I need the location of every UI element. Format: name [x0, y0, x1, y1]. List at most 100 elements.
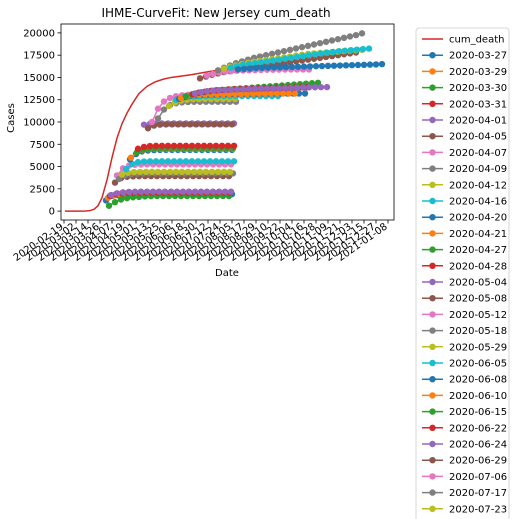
- data-point: [230, 142, 238, 149]
- data-point: [227, 64, 235, 71]
- series-2020-04-12: [118, 168, 234, 178]
- y-tick-label: 7500: [30, 140, 55, 151]
- data-point: [230, 158, 238, 165]
- legend-swatch-marker: [429, 84, 436, 91]
- data-point: [220, 65, 228, 72]
- data-point: [256, 53, 264, 60]
- data-point: [184, 168, 192, 175]
- legend-label: 2020-04-12: [449, 180, 507, 191]
- data-point: [160, 106, 168, 113]
- y-tick-label: 20000: [23, 28, 55, 39]
- data-point: [280, 47, 288, 55]
- legend-label: 2020-06-05: [449, 359, 507, 370]
- legend-entry: 2020-05-08: [422, 294, 507, 305]
- data-point: [360, 61, 368, 68]
- data-point: [365, 45, 373, 52]
- data-point: [167, 188, 175, 195]
- legend-entry: 2020-05-18: [422, 326, 507, 337]
- legend-label: 2020-03-27: [449, 51, 507, 62]
- data-point: [210, 121, 218, 128]
- data-point: [264, 64, 272, 71]
- data-point: [215, 188, 223, 195]
- data-point: [372, 61, 380, 68]
- data-point: [125, 188, 133, 196]
- legend-label: 2020-04-07: [449, 148, 507, 159]
- data-point: [334, 35, 342, 43]
- data-point: [107, 191, 115, 199]
- legend-entry: 2020-05-29: [422, 342, 507, 353]
- data-point: [165, 102, 173, 110]
- data-point: [172, 168, 180, 175]
- data-point: [158, 142, 166, 149]
- legend-label: 2020-05-12: [449, 310, 507, 321]
- data-point: [287, 84, 295, 92]
- y-tick-label: 17500: [23, 51, 55, 62]
- data-point: [197, 188, 205, 195]
- data-point: [227, 188, 235, 195]
- data-point: [191, 90, 199, 97]
- data-point: [188, 158, 196, 165]
- legend-entry: cum_death: [422, 35, 504, 46]
- data-point: [152, 158, 160, 165]
- data-point: [317, 83, 325, 91]
- legend-swatch-marker: [429, 100, 436, 108]
- legend-label: 2020-07-23: [449, 504, 507, 515]
- series-2020-06-24: [191, 83, 331, 97]
- data-point: [347, 46, 355, 54]
- legend-entry: 2020-06-29: [422, 456, 507, 467]
- data-point: [209, 188, 217, 195]
- data-point: [148, 168, 156, 175]
- data-point: [305, 84, 313, 91]
- data-point: [117, 196, 125, 203]
- data-point: [203, 88, 211, 95]
- data-point: [352, 31, 360, 39]
- data-point: [143, 188, 151, 195]
- data-point: [152, 142, 160, 150]
- data-point: [267, 90, 275, 97]
- legend-swatch-marker: [429, 68, 436, 75]
- data-point: [200, 158, 208, 165]
- data-point: [154, 168, 162, 175]
- data-point: [251, 60, 259, 67]
- data-point: [218, 158, 226, 165]
- data-point: [140, 143, 148, 151]
- legend-entry: 2020-06-15: [422, 407, 507, 418]
- data-point: [216, 121, 224, 128]
- data-point: [158, 158, 166, 165]
- data-point: [291, 90, 299, 97]
- data-point: [275, 85, 283, 92]
- data-point: [206, 142, 214, 149]
- data-point: [270, 64, 278, 71]
- legend-label: 2020-03-30: [449, 83, 507, 94]
- legend-swatch-marker: [429, 149, 436, 156]
- legend-swatch-marker: [429, 424, 436, 431]
- data-point: [252, 64, 260, 72]
- data-point: [149, 188, 157, 195]
- y-tick-label: 15000: [23, 73, 55, 84]
- data-point: [251, 85, 259, 93]
- data-point: [134, 158, 142, 166]
- legend-entry: 2020-07-06: [422, 472, 507, 483]
- data-point: [249, 90, 257, 97]
- data-point: [279, 90, 287, 97]
- data-point: [234, 66, 242, 73]
- y-tick-label: 5000: [30, 162, 55, 173]
- data-point: [156, 121, 164, 128]
- data-point: [358, 30, 366, 37]
- data-point: [305, 51, 313, 59]
- legend-label: 2020-05-04: [449, 278, 507, 289]
- legend-entry: 2020-06-22: [422, 423, 507, 434]
- data-point: [318, 62, 326, 70]
- legend-label: 2020-05-29: [449, 342, 507, 353]
- legend-label: 2020-04-20: [449, 213, 507, 224]
- data-point: [317, 50, 325, 57]
- y-tick-label: 0: [49, 207, 55, 218]
- data-point: [275, 56, 283, 63]
- data-point: [366, 61, 374, 68]
- data-point: [306, 63, 314, 70]
- data-point: [155, 188, 163, 195]
- data-point: [293, 53, 301, 61]
- data-point: [246, 65, 254, 72]
- data-point: [220, 168, 228, 175]
- data-point: [162, 121, 170, 128]
